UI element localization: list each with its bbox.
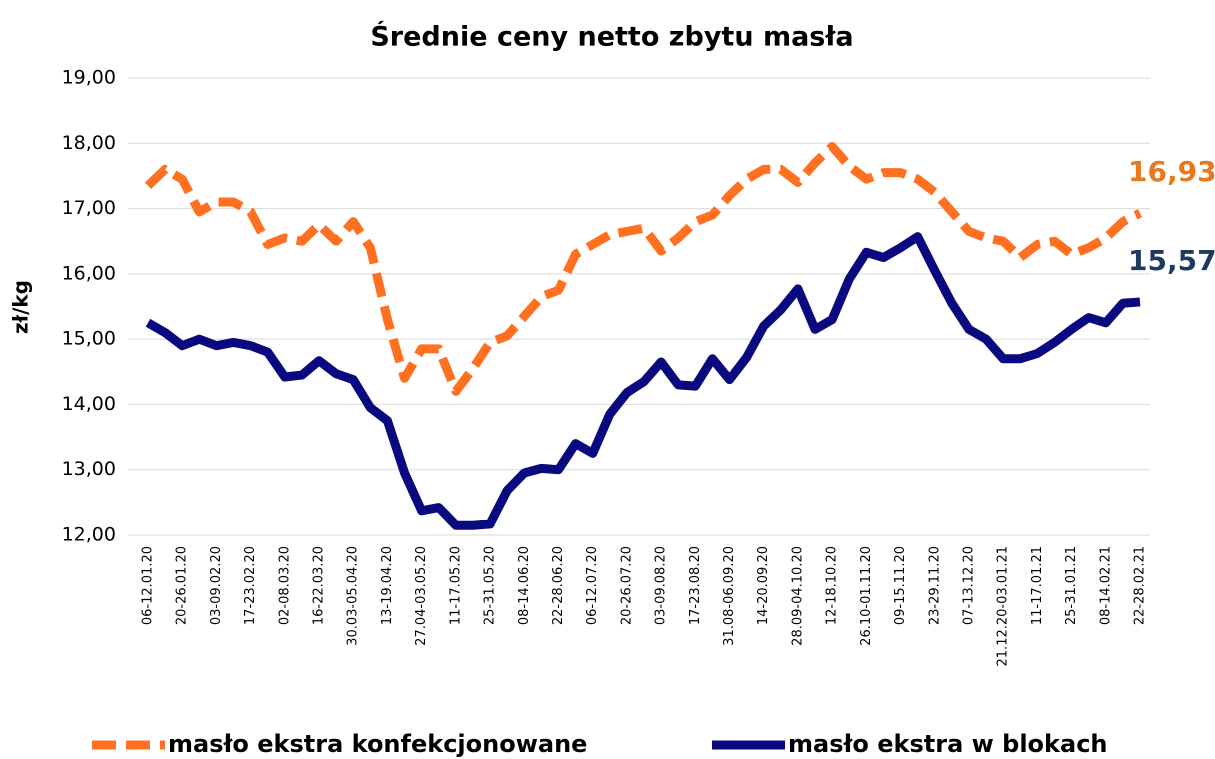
- y-tick-label: 19,00: [62, 67, 116, 89]
- x-tick-label: 03-09.08.20: [654, 546, 669, 625]
- y-tick-label: 18,00: [62, 132, 116, 154]
- x-tick-label: 02-08.03.20: [277, 546, 292, 625]
- y-tick-label: 12,00: [62, 524, 116, 546]
- series-line: [145, 232, 1141, 530]
- x-tick-label: 22-28.02.21: [1133, 546, 1148, 625]
- x-tick-label: 25-31.01.21: [1064, 546, 1079, 625]
- x-tick-label: 31.08-06.09.20: [722, 546, 737, 646]
- x-tick-label: 13-19.04.20: [380, 546, 395, 625]
- data-label: 16,93: [1128, 155, 1215, 188]
- x-tick-label: 09-15.11.20: [893, 546, 908, 625]
- x-tick-label: 26.10-01.11.20: [859, 546, 874, 646]
- x-tick-label: 28.09-04.10.20: [790, 546, 805, 646]
- x-tick-label: 20-26.07.20: [619, 546, 634, 625]
- data-label: 15,57: [1128, 244, 1215, 277]
- x-tick-label: 08-14.06.20: [517, 546, 532, 625]
- x-tick-label: 08-14.02.21: [1098, 546, 1113, 625]
- x-tick-label: 06-12.01.20: [141, 546, 156, 625]
- x-tick-label: 17-23.02.20: [243, 546, 258, 625]
- x-tick-label: 27.04-03.05.20: [414, 546, 429, 646]
- x-tick-label: 03-09.02.20: [209, 546, 224, 625]
- x-tick-label: 30.03-05.04.20: [346, 546, 361, 646]
- series-line: [144, 142, 1143, 396]
- x-tick-label: 14-20.09.20: [756, 546, 771, 625]
- x-tick-label: 21.12.20-03.01.21: [996, 546, 1011, 666]
- y-tick-label: 17,00: [62, 197, 116, 219]
- legend-label: masło ekstra w blokach: [788, 730, 1108, 758]
- y-tick-label: 14,00: [62, 393, 116, 415]
- y-axis-label: zł/kg: [9, 280, 33, 334]
- x-tick-label: 11-17.05.20: [448, 546, 463, 625]
- y-tick-label: 13,00: [62, 458, 116, 480]
- x-tick-label: 12-18.10.20: [825, 546, 840, 625]
- y-tick-label: 15,00: [62, 328, 116, 350]
- y-tick-label: 16,00: [62, 262, 116, 284]
- x-tick-label: 07-13.12.20: [961, 546, 976, 625]
- x-tick-label: 25-31.05.20: [483, 546, 498, 625]
- x-tick-label: 17-23.08.20: [688, 546, 703, 625]
- x-tick-label: 23-29.11.20: [927, 546, 942, 625]
- x-tick-label: 06-12.07.20: [585, 546, 600, 625]
- legend-label: masło ekstra konfekcjonowane: [168, 730, 587, 758]
- x-tick-label: 22-28.06.20: [551, 546, 566, 625]
- x-tick-label: 11-17.01.21: [1030, 546, 1045, 625]
- chart-title: Średnie ceny netto zbytu masła: [370, 21, 853, 53]
- x-tick-label: 20-26.01.20: [175, 546, 190, 625]
- x-tick-label: 16-22.03.20: [312, 546, 327, 625]
